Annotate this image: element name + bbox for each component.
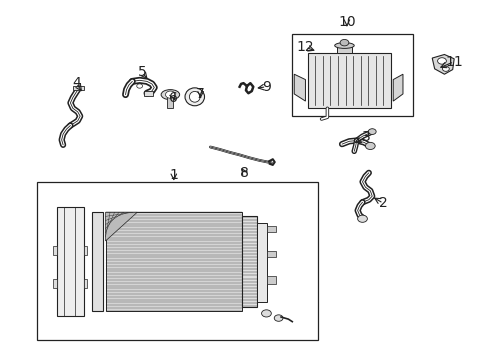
Bar [37,182,317,339]
Circle shape [339,40,348,46]
Polygon shape [392,74,402,101]
Bar [53,279,57,288]
Text: 7: 7 [196,87,204,101]
Text: 12: 12 [296,40,314,54]
Bar [167,95,173,108]
Bar [92,212,103,311]
Polygon shape [431,54,453,74]
Bar [53,246,57,255]
Circle shape [274,315,283,321]
Bar [267,251,276,257]
Text: 2: 2 [378,196,387,210]
Text: 4: 4 [72,76,81,90]
Bar [242,216,256,307]
Text: 5: 5 [138,66,146,80]
Ellipse shape [161,90,179,100]
Polygon shape [294,74,305,101]
Circle shape [367,129,375,134]
Bar [292,35,412,116]
Bar [57,207,83,316]
Text: 9: 9 [262,80,270,94]
Bar [83,246,87,255]
Text: 3: 3 [361,130,370,144]
Bar [307,53,390,108]
Bar [83,279,87,288]
Circle shape [365,142,374,149]
Text: 1: 1 [169,168,178,182]
Circle shape [261,310,271,317]
Bar [256,223,267,302]
Bar [267,276,276,284]
Circle shape [137,84,142,88]
Bar [73,86,83,90]
Text: 6: 6 [169,90,178,104]
Polygon shape [105,212,137,241]
Circle shape [437,58,446,64]
Text: 10: 10 [337,15,355,29]
Circle shape [165,91,175,98]
Ellipse shape [184,88,204,106]
Circle shape [357,215,366,222]
Bar [143,91,153,96]
Text: 11: 11 [445,55,462,69]
Text: 8: 8 [240,166,248,180]
Bar [267,226,276,232]
Ellipse shape [334,42,353,48]
Bar [336,45,351,53]
Circle shape [442,66,448,71]
Bar [105,212,242,311]
Ellipse shape [189,91,200,102]
